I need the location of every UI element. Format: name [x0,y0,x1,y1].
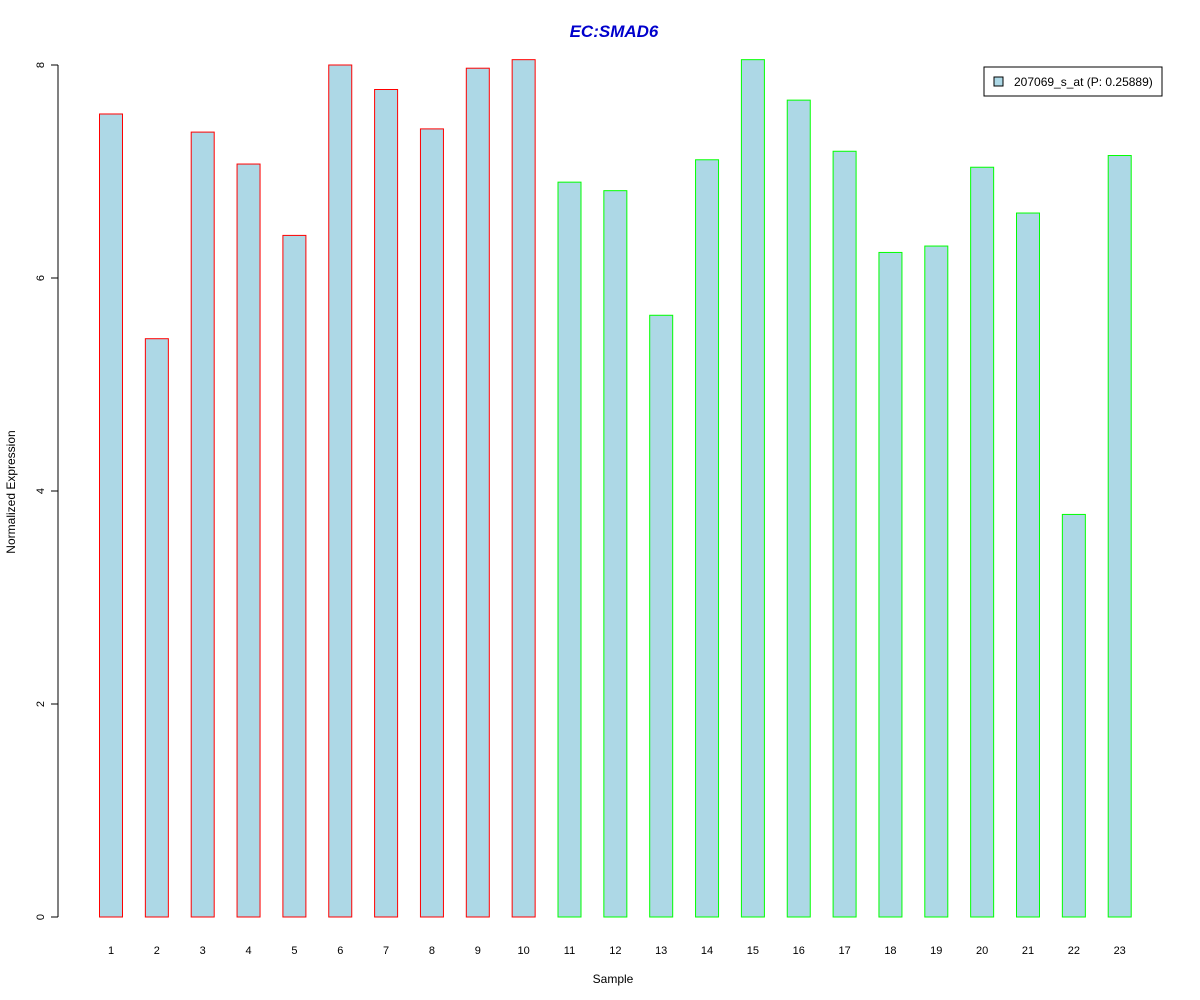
bar [328,64,353,918]
y-axis: 0 2 4 6 8 [35,62,59,920]
bar [511,59,536,918]
y-tick-label: 8 [35,62,47,68]
bar [1107,155,1132,918]
x-tick-label: 1 [108,945,114,957]
x-tick-label: 22 [1068,945,1080,957]
x-tick-label: 14 [701,945,713,957]
x-axis-label: Sample [593,972,634,986]
bar [878,251,903,918]
x-tick-label: 21 [1022,945,1034,957]
bar [786,99,811,918]
x-tick-label: 5 [291,945,297,957]
legend-box [983,66,1163,97]
y-tick-label: 4 [35,488,47,494]
x-tick-label: 8 [429,945,435,957]
x-tick-label: 7 [383,945,389,957]
x-tick-label: 19 [930,945,942,957]
y-tick-label: 6 [35,275,47,281]
x-tick-labels: 1 2 3 4 5 6 7 8 9 10 11 12 13 14 15 16 17 18 19 20 21 22 23 [108,945,1126,957]
bar [1016,212,1040,918]
bar [649,314,674,918]
bar [970,166,995,918]
x-tick-label: 11 [564,945,575,957]
legend-swatch [993,76,1004,87]
x-tick-label: 18 [884,945,896,957]
x-tick-label: 17 [838,945,850,957]
bar [924,245,949,918]
bar [740,59,765,918]
y-tick-label: 2 [35,701,47,707]
legend-label: 207069_s_at (P: 0.25889) [1014,75,1153,89]
legend: 207069_s_at (P: 0.25889) [983,66,1163,97]
bar [1061,513,1086,918]
bar [144,338,169,918]
x-tick-label: 23 [1114,945,1126,957]
x-tick-label: 13 [655,945,667,957]
x-tick-label: 2 [154,945,160,957]
bar [99,113,123,918]
bar [236,163,261,918]
y-tick-label: 0 [35,914,47,920]
bar [374,89,399,918]
x-tick-label: 9 [475,945,481,957]
chart-title: EC:SMAD6 [570,22,659,41]
x-tick-label: 12 [609,945,621,957]
bar [190,131,215,918]
x-tick-label: 16 [793,945,805,957]
bar [832,150,857,918]
bar [465,67,490,918]
bar [603,190,628,918]
x-tick-label: 3 [200,945,206,957]
bar [695,159,720,918]
x-tick-label: 4 [245,945,251,957]
y-axis-label: Normalized Expression [4,430,18,553]
x-tick-label: 15 [747,945,759,957]
bar [557,181,582,918]
bars-group [99,59,1132,918]
x-tick-label: 20 [976,945,988,957]
bar [282,234,307,918]
x-tick-label: 10 [518,945,530,957]
bar [419,128,444,918]
x-tick-label: 6 [337,945,343,957]
